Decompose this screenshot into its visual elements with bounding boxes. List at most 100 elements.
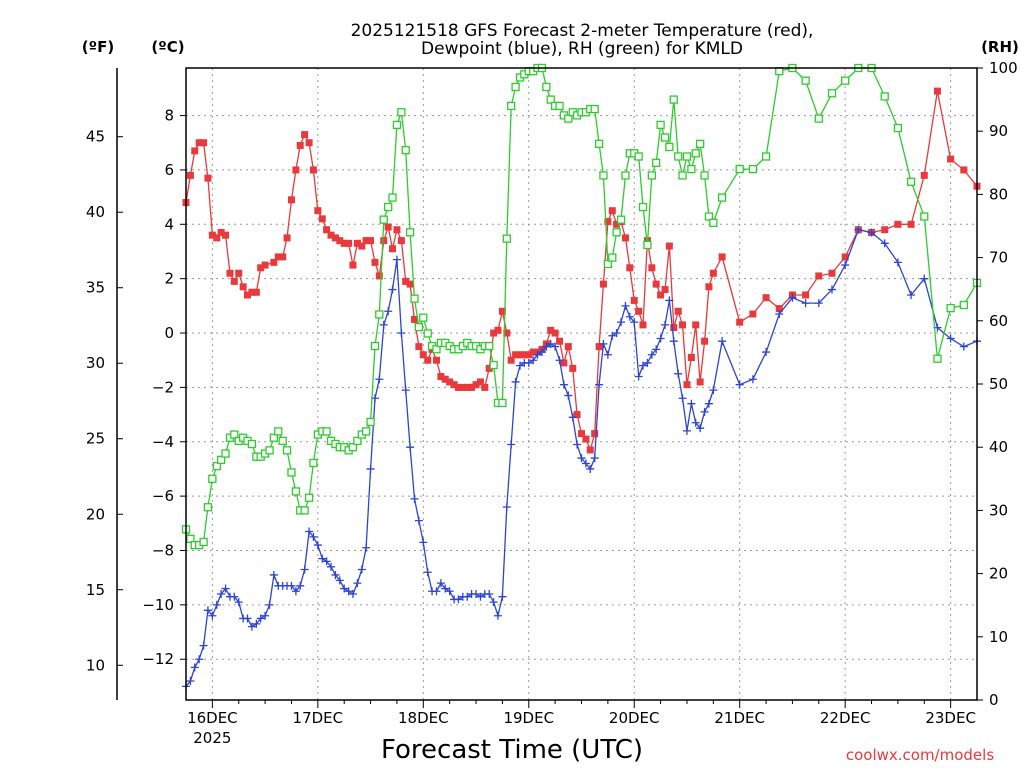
temperature-point: [454, 383, 462, 391]
temperature-point: [696, 378, 704, 386]
temperature-point: [595, 343, 603, 351]
temperature-point: [556, 337, 564, 345]
temperature-point: [775, 305, 783, 313]
temperature-point: [569, 364, 577, 372]
temperature-point: [200, 139, 208, 147]
rh-point: [621, 171, 630, 180]
rh-point: [682, 152, 692, 161]
temperature-point: [718, 253, 726, 261]
temperature-point: [687, 353, 695, 361]
dewpoint-point: [674, 369, 683, 378]
temperature-point: [349, 261, 357, 269]
dewpoint-point: [682, 426, 691, 435]
dewpoint-point: [920, 274, 929, 283]
temperature-point: [283, 234, 291, 242]
dewpoint-point: [203, 606, 212, 615]
temperature-point: [191, 147, 199, 155]
dewpoint-point: [287, 581, 296, 590]
x-tick-label: 18DEC: [398, 709, 449, 727]
temperature-point: [525, 351, 533, 359]
temperature-point: [261, 261, 269, 269]
celsius-tick-label: 0: [164, 324, 174, 342]
dewpoint-point: [309, 532, 318, 541]
temperature-point: [432, 356, 440, 364]
rh-point: [203, 503, 213, 512]
dewpoint-point: [397, 329, 406, 338]
rh-point: [410, 294, 419, 303]
dewpoint-point: [265, 600, 274, 609]
chart-title-line1: 2025121518 GFS Forecast 2-meter Temperat…: [351, 21, 814, 41]
temperature-point: [604, 218, 612, 226]
dewpoint-point: [388, 285, 397, 294]
rh-point: [304, 493, 314, 502]
dewpoint-point: [261, 611, 270, 620]
temperature-point: [652, 280, 660, 288]
dewpoint-point: [392, 255, 401, 264]
celsius-unit-label: (ºC): [151, 38, 184, 56]
x-tick-label: 23DEC: [925, 709, 976, 727]
rh-point: [322, 427, 331, 436]
temperature-point: [960, 166, 968, 174]
rh-point: [946, 304, 955, 313]
temperature-point: [639, 321, 647, 329]
rh-point: [893, 123, 903, 133]
temperature-point: [323, 226, 331, 234]
rh-tick-label: 0: [989, 691, 999, 709]
rh-tick-label: 30: [989, 501, 1008, 519]
dewpoint-point: [507, 440, 516, 449]
rh-point: [274, 427, 283, 436]
dewpoint-point: [775, 310, 784, 319]
temperature-point: [564, 343, 572, 351]
dewpoint-point: [322, 557, 331, 566]
dewpoint-point: [590, 454, 599, 463]
rh-tick-label: 90: [989, 122, 1008, 140]
dewpoint-point: [362, 543, 371, 552]
temperature-point: [679, 321, 687, 329]
temperature-point: [762, 294, 770, 302]
dewpoint-point: [634, 372, 643, 381]
rh-point: [608, 253, 617, 262]
temperature-point: [195, 139, 203, 147]
temperature-point: [389, 245, 397, 253]
rh-point: [419, 313, 428, 322]
rh-point: [717, 193, 727, 202]
temperature-point: [314, 207, 322, 215]
dewpoint-point: [353, 579, 362, 588]
temperature-point: [367, 237, 375, 245]
dewpoint-point: [533, 350, 542, 359]
dewpoint-point: [735, 380, 744, 389]
rh-point: [498, 398, 507, 408]
rh-point: [546, 95, 555, 104]
dewpoint-point: [608, 331, 617, 340]
temperature-point: [362, 237, 370, 245]
temperature-point: [626, 264, 634, 272]
rh-tick-label: 60: [989, 312, 1008, 330]
rh-point: [507, 101, 516, 111]
rh-point: [906, 177, 916, 186]
temperature-point: [336, 237, 344, 245]
temperature-point: [270, 258, 278, 266]
dewpoint-point: [493, 611, 502, 620]
x-tick-label: 16DEC: [187, 709, 238, 727]
rh-point: [485, 341, 494, 351]
dewpoint-point: [186, 676, 195, 685]
x-tick-label: 21DEC: [714, 709, 765, 727]
temperature-point: [841, 253, 849, 261]
fahrenheit-tick-label: 10: [86, 656, 105, 674]
dewpoint-point: [327, 562, 336, 571]
temperature-point: [248, 288, 256, 296]
dewpoint-point: [436, 579, 445, 588]
temperature-point: [406, 280, 414, 288]
temperature-point: [274, 253, 282, 261]
dewpoint-point: [498, 592, 507, 601]
dewpoint-point: [511, 377, 520, 386]
dewpoint-point: [375, 375, 384, 384]
dewpoint-point: [463, 592, 472, 601]
dewpoint-point: [221, 584, 230, 593]
dewpoint-series: [182, 225, 981, 691]
dewpoint-point: [573, 440, 582, 449]
temperature-point: [881, 226, 889, 234]
rh-line: [185, 67, 978, 546]
dewpoint-point: [516, 361, 525, 370]
rh-point: [801, 76, 810, 85]
